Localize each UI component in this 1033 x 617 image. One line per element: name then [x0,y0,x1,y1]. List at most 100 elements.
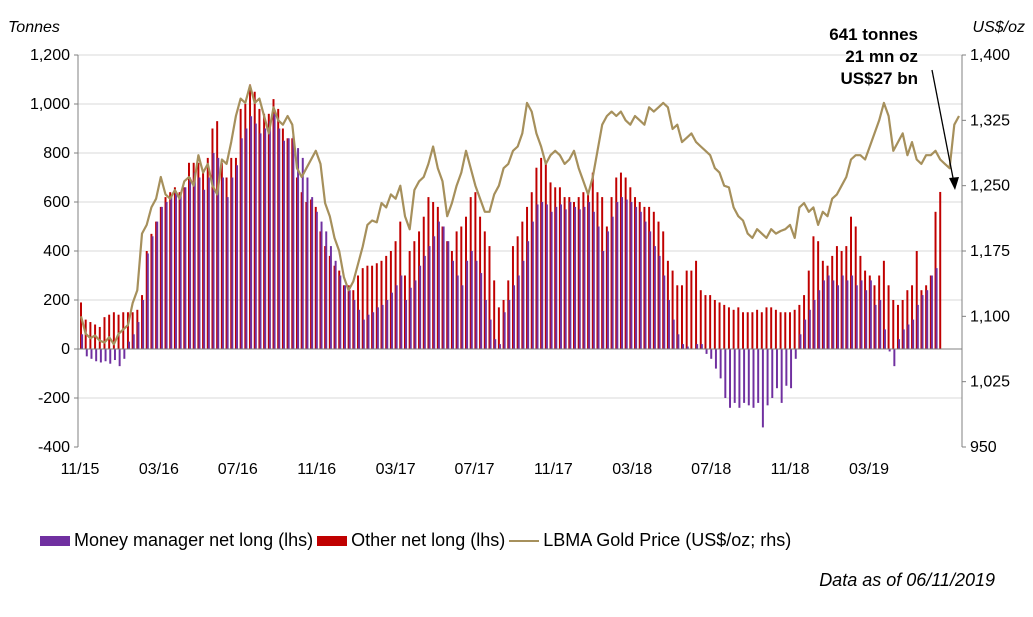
money-manager-net-long-bar [893,349,896,367]
money-manager-net-long-bar [700,344,703,349]
money-manager-net-long-bar [325,231,328,349]
other-net-long-bar [850,216,852,349]
other-net-long-bar [183,187,186,349]
money-manager-net-long-bar [372,312,375,349]
other-net-long-bar [211,128,214,349]
other-net-long-bar [239,108,242,350]
other-net-long-bar [582,192,585,349]
money-manager-net-long-bar [344,285,347,349]
left-axis-title: Tonnes [8,19,60,36]
other-net-long-bar [206,157,209,349]
money-manager-net-long-bar [470,251,473,349]
money-manager-net-long-bar [522,260,525,349]
x-tick-label: 11/18 [771,461,810,478]
money-manager-net-long-bar [527,241,530,349]
other-net-long-bar [779,312,782,349]
annotation-arrow [931,69,955,184]
other-net-long-bar [896,304,899,349]
other-net-long-bar [488,246,491,349]
other-net-long-bar [281,128,284,349]
other-net-long-bar [131,312,134,349]
x-tick-label: 11/16 [297,461,336,478]
money-manager-net-long-bar [442,226,445,349]
money-manager-net-long-bar [747,349,750,406]
other-net-long-bar [413,241,416,349]
other-net-long-bar [511,246,514,349]
other-net-long-bar [455,231,458,349]
other-net-long-bar [723,304,726,349]
money-manager-net-long-bar [212,153,215,349]
other-net-long-bar [342,285,345,349]
money-manager-net-long-bar [536,204,539,349]
money-manager-net-long-bar [175,192,177,349]
other-net-long-bar [169,192,172,349]
other-net-long-bar [549,182,552,349]
other-net-long-bar [554,187,557,349]
other-net-long-bar [929,275,932,349]
money-manager-net-long-bar [541,202,544,349]
money-manager-net-long-bar [545,204,548,349]
other-net-long-bar [624,177,627,349]
other-net-long-bar [380,260,383,349]
money-manager-net-long-bar [757,349,760,403]
other-net-long-bar [338,270,341,349]
annotation-line-2: 21 mn oz [845,47,918,66]
other-net-long-bar [230,157,233,349]
x-tick-label: 07/18 [691,461,731,478]
other-net-long-bar [934,211,937,349]
other-net-long-bar [272,99,275,349]
money-manager-net-long-bar [930,275,933,349]
money-manager-net-long-bar [583,206,586,349]
money-manager-net-long-bar [686,346,689,349]
money-manager-net-long-bar [574,206,577,349]
money-manager-net-long-bar [381,304,384,349]
money-manager-net-long-bar [297,148,300,349]
other-net-long-bar [535,167,538,349]
money-manager-net-long-bar [405,300,408,349]
money-manager-net-long-bar [592,211,595,349]
money-manager-net-long-bar [564,209,567,349]
other-net-long-bar [347,285,350,349]
other-net-long-bar [648,206,651,349]
legend-label-gold-price: LBMA Gold Price (US$/oz; rhs) [543,530,792,550]
annotation-line-1: 641 tonnes [829,25,918,44]
money-manager-net-long-bar [132,334,135,349]
other-net-long-bar [291,138,294,349]
other-net-long-bar [892,300,895,349]
other-net-long-bar [155,221,158,349]
other-net-long-bar [671,270,674,349]
other-net-long-bar [465,216,467,349]
other-net-long-bar [774,309,777,349]
other-net-long-bar [784,312,787,349]
other-net-long-bar [314,206,317,349]
other-net-long-bar [103,317,106,349]
other-net-long-bar [385,255,388,349]
money-manager-net-long-bar [240,138,243,349]
money-manager-net-long-bar [461,285,464,349]
other-net-long-bar [568,197,571,349]
money-manager-net-long-bar [160,206,163,349]
money-manager-net-long-bar [90,349,93,359]
money-manager-net-long-bar [869,280,872,349]
money-manager-net-long-bar [724,349,727,398]
other-net-long-bar [286,138,289,349]
money-manager-net-long-bar [306,177,309,349]
money-manager-net-long-bar [437,221,440,349]
money-manager-net-long-bar [189,177,192,349]
money-manager-net-long-bar [785,349,788,386]
other-net-long-bar [840,251,843,349]
legend-item-money-manager: Money manager net long (lhs) [40,530,313,551]
money-manager-net-long-bar [128,341,131,349]
x-tick-label: 03/19 [849,461,889,478]
other-net-long-bar [619,172,622,349]
x-tick-label: 03/16 [139,461,179,478]
money-manager-net-long-bar [611,216,614,349]
other-net-long-bar [573,202,575,349]
money-manager-net-long-bar [334,260,337,349]
money-manager-net-long-bar [766,349,769,406]
annotation-line-3: US$27 bn [841,69,918,88]
other-net-long-bar [516,236,519,349]
other-net-long-bar [817,241,820,349]
other-net-long-bar [98,326,101,349]
other-net-long-bar [765,307,768,349]
